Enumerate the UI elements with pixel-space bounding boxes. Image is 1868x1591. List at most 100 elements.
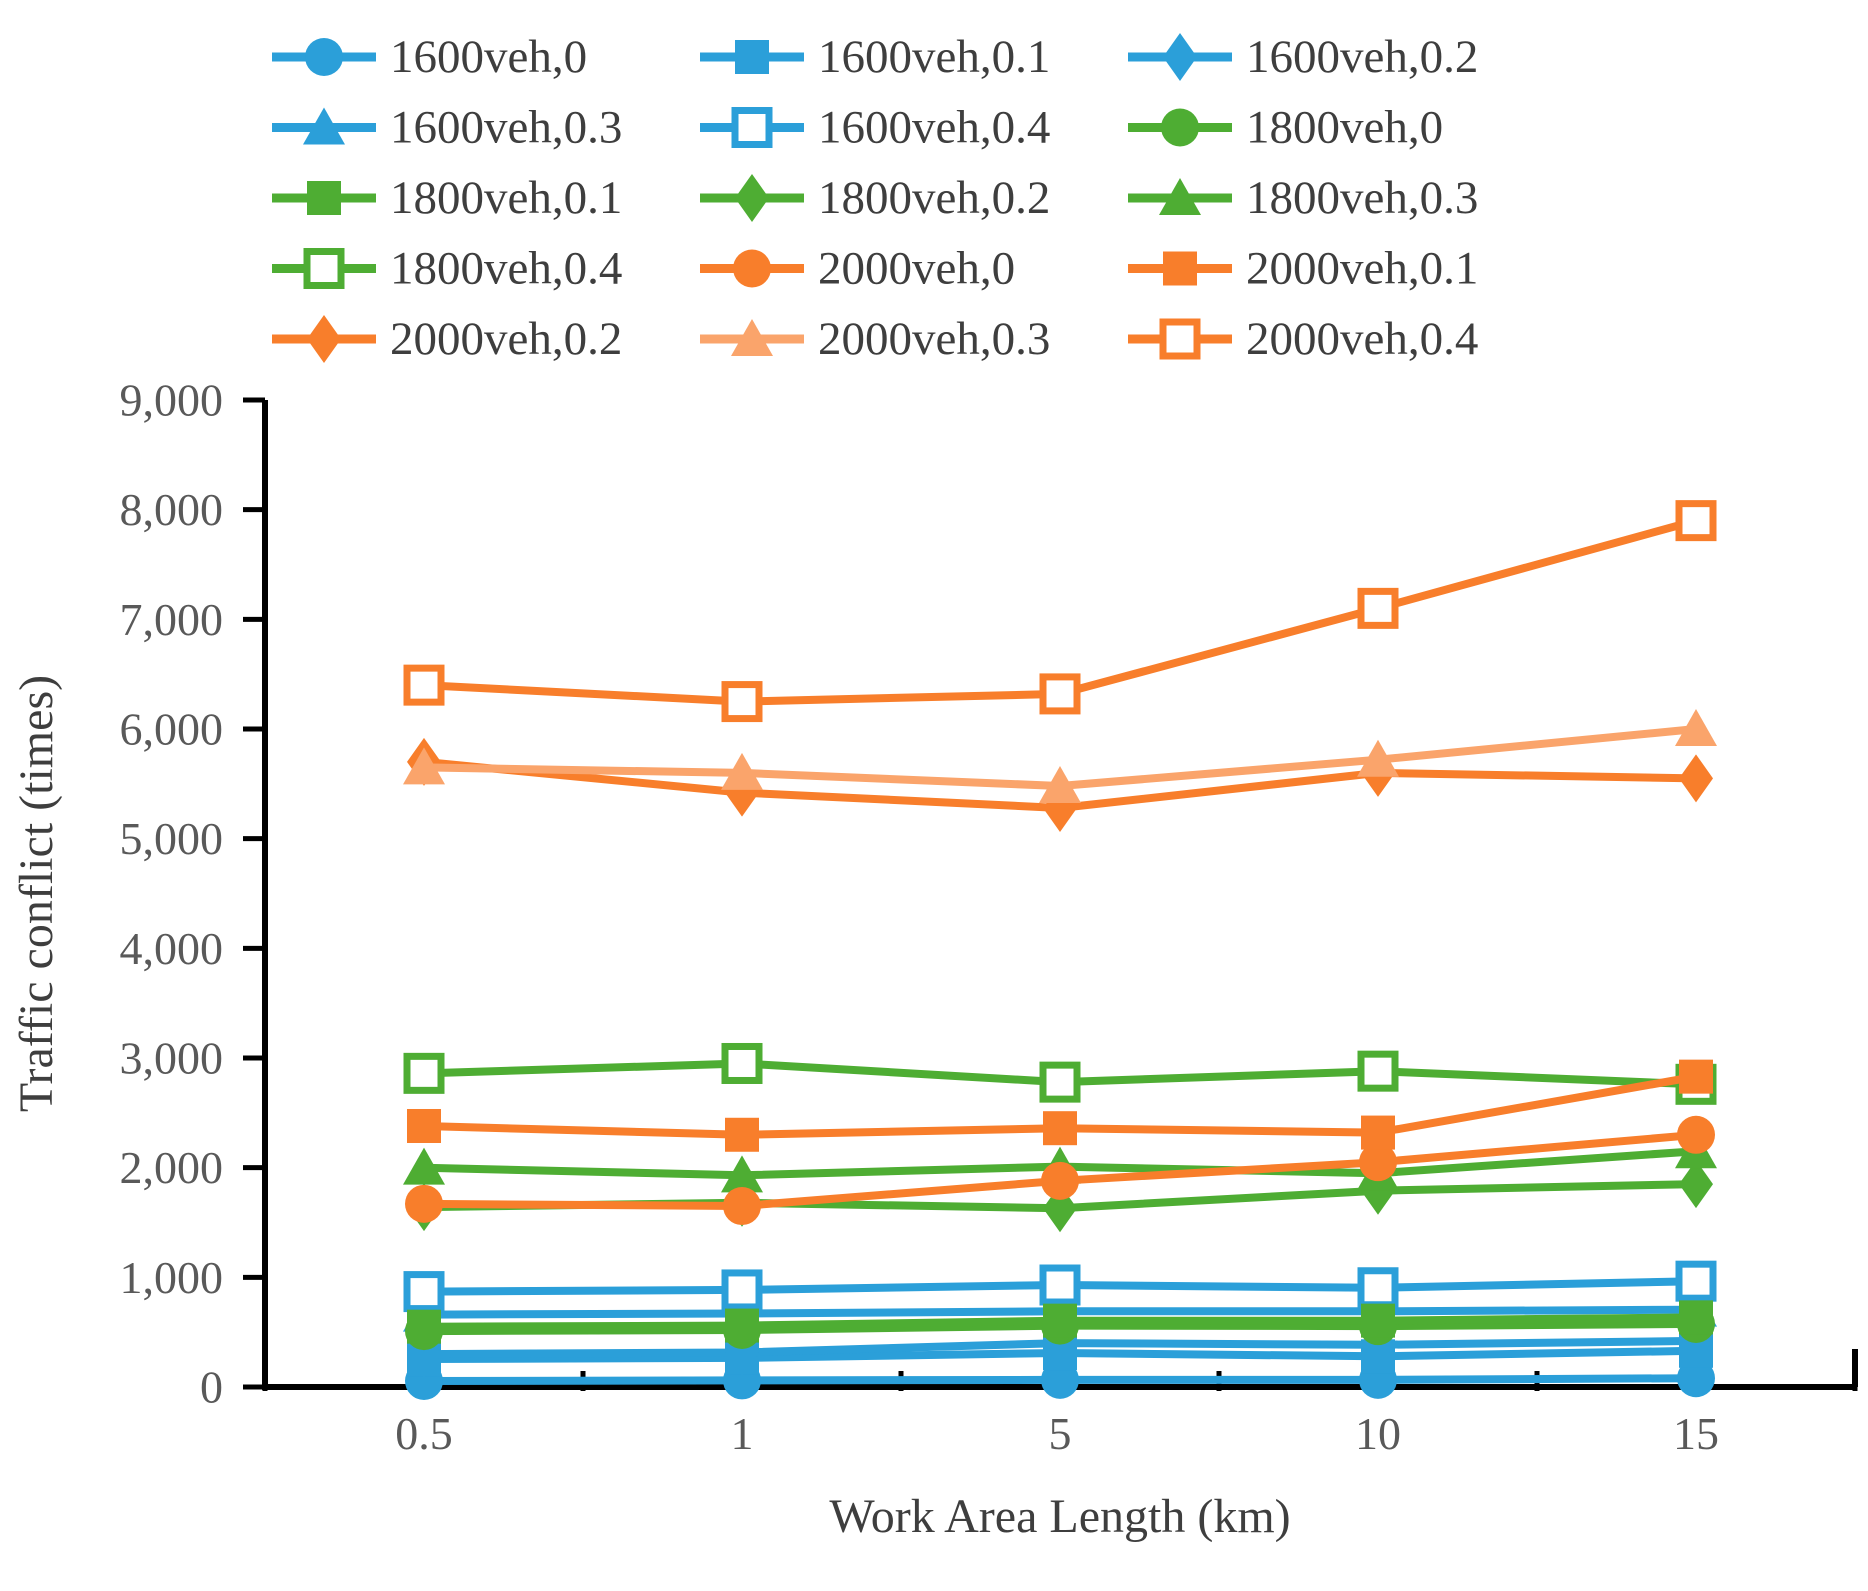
marker-circle bbox=[1041, 1360, 1079, 1399]
x-axis-title: Work Area Length (km) bbox=[829, 1490, 1290, 1543]
legend-label: 1600veh,0.3 bbox=[390, 102, 622, 154]
legend-item: 2000veh,0.4 bbox=[1128, 313, 1478, 365]
legend-item: 1600veh,0 bbox=[272, 31, 587, 83]
marker-square bbox=[1361, 1303, 1395, 1338]
legend-item: 2000veh,0.1 bbox=[1128, 243, 1478, 295]
legend-label: 1800veh,0 bbox=[1246, 102, 1443, 154]
legend-label: 2000veh,0.1 bbox=[1246, 243, 1478, 295]
marker-open-square bbox=[1039, 1061, 1081, 1103]
legend-item: 2000veh,0.3 bbox=[700, 313, 1050, 365]
marker-square bbox=[725, 1308, 759, 1343]
y-tick-label: 4,000 bbox=[120, 923, 224, 974]
legend-item: 1600veh,0.3 bbox=[272, 102, 622, 154]
marker-open-square bbox=[403, 1271, 445, 1313]
legend-item: 1800veh,0.4 bbox=[272, 243, 622, 295]
legend-label: 1800veh,0.3 bbox=[1246, 172, 1478, 224]
marker-triangle bbox=[731, 319, 773, 356]
series-2000veh,0.3 bbox=[403, 709, 1717, 804]
marker-square bbox=[1043, 1111, 1077, 1146]
y-tick-label: 0 bbox=[200, 1362, 223, 1413]
marker-triangle bbox=[721, 752, 763, 790]
y-tick-label: 6,000 bbox=[120, 704, 224, 755]
marker-square bbox=[735, 40, 769, 74]
marker-square bbox=[1679, 1059, 1713, 1094]
legend-item: 1600veh,0.2 bbox=[1128, 31, 1478, 83]
marker-circle bbox=[723, 1187, 761, 1226]
x-tick-label: 0.5 bbox=[395, 1408, 453, 1459]
marker-open-square bbox=[403, 664, 445, 706]
x-tick-label: 10 bbox=[1355, 1408, 1401, 1459]
marker-triangle bbox=[721, 1155, 763, 1193]
marker-diamond bbox=[307, 315, 341, 363]
legend-label: 2000veh,0.4 bbox=[1246, 313, 1478, 365]
marker-square bbox=[1163, 251, 1197, 286]
marker-circle bbox=[733, 249, 771, 288]
x-tick-label: 5 bbox=[1049, 1408, 1072, 1459]
legend-label: 1600veh,0.2 bbox=[1246, 31, 1478, 83]
legend-label: 1800veh,0.1 bbox=[390, 172, 622, 224]
legend-label: 1600veh,0 bbox=[390, 31, 587, 83]
legend-item: 2000veh,0.2 bbox=[272, 313, 622, 365]
series-1800veh,0.4 bbox=[403, 1042, 1717, 1105]
marker-open-square bbox=[1039, 673, 1081, 715]
legend-item: 1600veh,0.1 bbox=[700, 31, 1050, 83]
marker-square bbox=[1679, 1300, 1713, 1335]
marker-circle bbox=[305, 38, 343, 76]
marker-circle bbox=[1677, 1115, 1715, 1154]
marker-circle bbox=[1359, 1143, 1397, 1182]
axes: 0 1,000 2,000 3,000 4,000 5,000 6,000 7,000 8,00… bbox=[10, 375, 1858, 1543]
marker-diamond bbox=[1679, 754, 1713, 803]
marker-open-square bbox=[721, 681, 763, 723]
legend-label: 2000veh,0 bbox=[818, 243, 1015, 295]
marker-open-square bbox=[1159, 318, 1201, 360]
y-axis-title: Traffic conflict (times) bbox=[10, 675, 63, 1112]
marker-circle bbox=[1677, 1359, 1715, 1398]
marker-triangle bbox=[303, 107, 345, 145]
marker-open-square bbox=[1675, 500, 1717, 542]
y-tick-label: 2,000 bbox=[120, 1142, 224, 1193]
marker-diamond bbox=[1163, 33, 1197, 81]
marker-square bbox=[1361, 1115, 1395, 1150]
marker-diamond bbox=[735, 174, 769, 222]
legend-label: 2000veh,0.3 bbox=[818, 313, 1050, 365]
y-tick-label: 3,000 bbox=[120, 1033, 224, 1084]
marker-open-square bbox=[403, 1052, 445, 1094]
legend-item: 1800veh,0 bbox=[1128, 102, 1443, 154]
y-tick-label: 7,000 bbox=[120, 594, 224, 645]
y-tick-label: 9,000 bbox=[120, 375, 224, 426]
series-2000veh,0.1 bbox=[407, 1059, 1713, 1152]
marker-triangle bbox=[1039, 766, 1081, 804]
legend-item: 1600veh,0.4 bbox=[700, 102, 1050, 154]
legend-label: 1800veh,0.2 bbox=[818, 172, 1050, 224]
marker-open-square bbox=[731, 107, 773, 148]
series-1800veh,0.1 bbox=[407, 1300, 1713, 1344]
marker-triangle bbox=[1357, 739, 1399, 777]
series-2000veh,0.4 bbox=[403, 500, 1717, 723]
legend-item: 1800veh,0.1 bbox=[272, 172, 622, 224]
marker-open-square bbox=[1357, 1050, 1399, 1092]
legend-label: 1800veh,0.4 bbox=[390, 243, 622, 295]
marker-open-square bbox=[1357, 1267, 1399, 1309]
marker-square bbox=[307, 181, 341, 215]
legend-item: 1800veh,0.2 bbox=[700, 172, 1050, 224]
y-tick-label: 1,000 bbox=[120, 1252, 224, 1303]
legend-item: 2000veh,0 bbox=[700, 243, 1015, 295]
marker-open-square bbox=[721, 1269, 763, 1311]
x-tick-label: 1 bbox=[731, 1408, 754, 1459]
legend-label: 2000veh,0.2 bbox=[390, 313, 622, 365]
legend-label: 1600veh,0.1 bbox=[818, 31, 1050, 83]
marker-open-square bbox=[303, 248, 345, 289]
marker-open-square bbox=[1357, 587, 1399, 629]
legend-item: 1800veh,0.3 bbox=[1128, 172, 1478, 224]
y-tick-label: 8,000 bbox=[120, 484, 224, 535]
marker-triangle bbox=[1159, 178, 1201, 215]
legend-label: 1600veh,0.4 bbox=[818, 102, 1050, 154]
series-2000veh,0 bbox=[405, 1115, 1715, 1226]
marker-circle bbox=[405, 1184, 443, 1223]
marker-diamond bbox=[1679, 1160, 1713, 1209]
marker-square bbox=[1043, 1303, 1077, 1338]
x-tick-label: 15 bbox=[1673, 1408, 1719, 1459]
marker-square bbox=[725, 1117, 759, 1152]
